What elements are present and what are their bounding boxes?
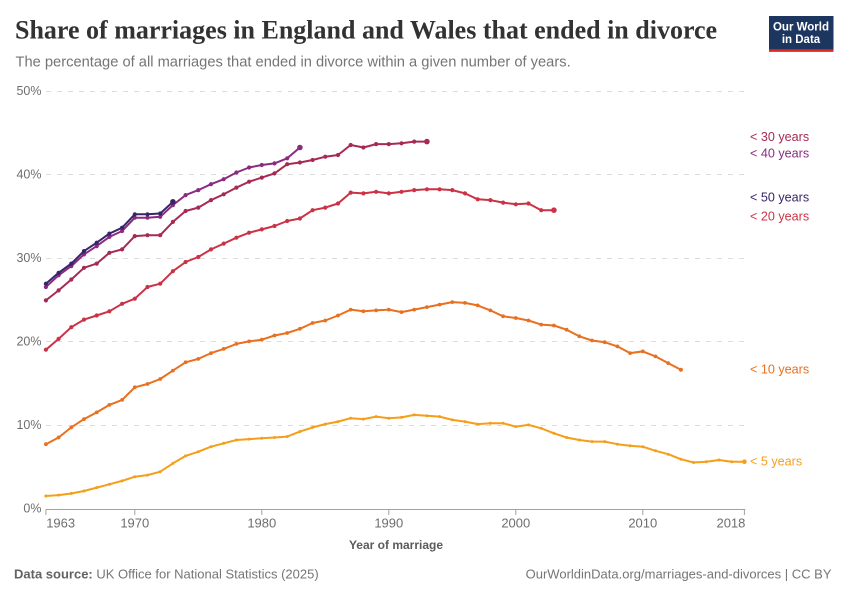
- svg-text:40%: 40%: [16, 167, 41, 181]
- svg-text:< 20 years: < 20 years: [750, 209, 809, 223]
- svg-text:2010: 2010: [628, 516, 657, 531]
- svg-text:30%: 30%: [16, 251, 41, 265]
- svg-text:2018: 2018: [716, 516, 745, 531]
- svg-text:1980: 1980: [247, 516, 276, 531]
- svg-text:< 40 years: < 40 years: [750, 146, 809, 160]
- svg-text:1963: 1963: [46, 516, 75, 531]
- svg-text:0%: 0%: [23, 502, 41, 516]
- svg-text:Our World: Our World: [773, 22, 829, 34]
- svg-text:50%: 50%: [16, 84, 41, 98]
- svg-text:Data source: UK Office for Nat: Data source: UK Office for National Stat…: [14, 567, 319, 582]
- svg-text:Share of marriages in England: Share of marriages in England and Wales …: [15, 16, 717, 45]
- svg-text:Year of marriage: Year of marriage: [349, 538, 443, 552]
- svg-text:2000: 2000: [501, 516, 530, 531]
- svg-text:< 50 years: < 50 years: [750, 190, 809, 204]
- svg-text:OurWorldinData.org/marriages-a: OurWorldinData.org/marriages-and-divorce…: [526, 567, 832, 582]
- svg-text:The percentage of all marriage: The percentage of all marriages that end…: [16, 55, 571, 71]
- svg-text:1990: 1990: [374, 516, 403, 531]
- svg-text:< 30 years: < 30 years: [750, 130, 809, 144]
- svg-text:10%: 10%: [16, 418, 41, 432]
- svg-text:< 5 years: < 5 years: [750, 455, 802, 469]
- svg-text:1970: 1970: [120, 516, 149, 531]
- svg-text:< 10 years: < 10 years: [750, 363, 809, 377]
- svg-text:in Data: in Data: [782, 34, 821, 46]
- svg-text:20%: 20%: [16, 335, 41, 349]
